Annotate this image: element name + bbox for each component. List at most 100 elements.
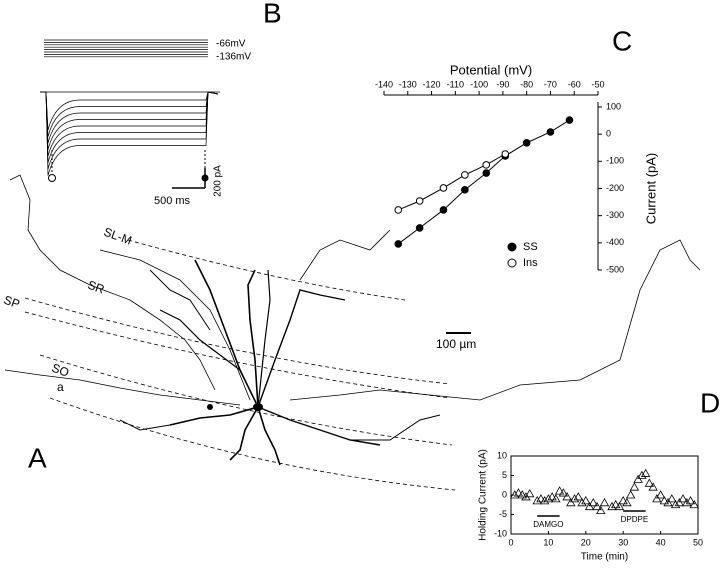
data-point bbox=[618, 496, 628, 505]
data-point bbox=[394, 240, 403, 248]
data-point bbox=[648, 482, 658, 491]
panel-label: A bbox=[28, 442, 47, 473]
x-tick-label: -110 bbox=[447, 79, 464, 89]
y-tick-label: 5 bbox=[502, 470, 507, 480]
data-point bbox=[558, 488, 569, 497]
data-point bbox=[670, 499, 681, 509]
y-tick-label: -200 bbox=[606, 183, 624, 193]
legend-label: Ins bbox=[523, 257, 538, 269]
data-point bbox=[689, 499, 699, 509]
y-tick-label: 0 bbox=[502, 489, 507, 499]
data-point bbox=[614, 501, 625, 511]
panel-label: C bbox=[612, 25, 632, 56]
y-axis-label: Current (pA) bbox=[643, 153, 658, 225]
x-axis-label: Potential (mV) bbox=[450, 62, 532, 77]
data-point bbox=[415, 224, 424, 232]
data-point bbox=[513, 488, 524, 497]
y-tick-label: -100 bbox=[606, 156, 624, 166]
data-point bbox=[629, 482, 640, 491]
x-tick-label: 10 bbox=[543, 537, 553, 547]
y-tick-label: -10 bbox=[494, 528, 507, 538]
y-tick-label: -300 bbox=[606, 210, 624, 220]
x-tick-label: 20 bbox=[581, 537, 591, 547]
data-point bbox=[569, 494, 580, 503]
x-tick-label: -130 bbox=[399, 79, 417, 89]
data-point bbox=[461, 186, 469, 194]
data-point bbox=[599, 497, 610, 507]
current-trace bbox=[40, 91, 219, 131]
drug-label: DPDPE bbox=[621, 515, 649, 524]
data-point bbox=[678, 494, 688, 503]
data-point bbox=[644, 478, 655, 487]
data-point bbox=[584, 501, 595, 511]
x-tick-label: -60 bbox=[568, 79, 581, 89]
data-point bbox=[565, 116, 574, 124]
layer-label: a bbox=[57, 380, 64, 394]
x-tick-label: -120 bbox=[423, 79, 441, 89]
data-point bbox=[554, 486, 565, 495]
data-point bbox=[607, 501, 617, 511]
x-axis-label: Time (min) bbox=[581, 552, 628, 563]
data-point bbox=[551, 494, 561, 503]
current-trace bbox=[40, 91, 219, 176]
data-point bbox=[682, 497, 692, 507]
data-point bbox=[482, 169, 491, 177]
data-point bbox=[573, 492, 584, 501]
data-point bbox=[415, 197, 424, 205]
legend-marker bbox=[507, 242, 517, 252]
x-tick-label: -70 bbox=[544, 79, 557, 89]
data-point bbox=[577, 497, 587, 507]
data-point bbox=[461, 171, 469, 179]
data-point bbox=[439, 206, 448, 214]
data-point bbox=[581, 496, 591, 505]
layer-label: SO bbox=[50, 361, 71, 380]
data-point bbox=[510, 490, 520, 499]
drug-label: DAMGO bbox=[533, 520, 563, 529]
data-point bbox=[532, 496, 542, 505]
data-point bbox=[640, 468, 651, 477]
y-tick-label: 100 bbox=[606, 101, 621, 111]
data-point bbox=[394, 206, 403, 214]
x-tick-label: -50 bbox=[591, 79, 604, 89]
current-trace bbox=[40, 91, 219, 150]
y-axis-label: Holding Current (pA) bbox=[478, 449, 489, 541]
y-tick-label: -400 bbox=[606, 237, 624, 247]
current-trace bbox=[40, 91, 219, 170]
panel-label: B bbox=[263, 0, 282, 28]
x-tick-label: -100 bbox=[470, 79, 488, 89]
data-point bbox=[439, 184, 448, 192]
neuron-drawing: SL-M SR SP SO a 100 µm bbox=[2, 174, 701, 491]
voltage-label: -136mV bbox=[216, 52, 251, 63]
panel-label: D bbox=[700, 387, 720, 418]
current-trace bbox=[40, 91, 219, 157]
data-point bbox=[517, 490, 527, 499]
layer-label: SL-M bbox=[102, 225, 134, 248]
y-tick-label: 10 bbox=[497, 450, 507, 460]
data-point bbox=[611, 499, 621, 509]
data-point bbox=[685, 496, 696, 505]
data-point bbox=[667, 494, 677, 503]
data-point bbox=[536, 494, 546, 503]
y-tick-label: -500 bbox=[606, 264, 624, 274]
data-point bbox=[546, 128, 555, 136]
series-line bbox=[397, 119, 570, 245]
data-point bbox=[622, 497, 632, 507]
x-tick-label: -80 bbox=[520, 79, 533, 89]
x-tick-label: -90 bbox=[496, 79, 509, 89]
current-trace bbox=[40, 91, 219, 137]
data-point bbox=[596, 505, 606, 514]
data-point bbox=[592, 501, 602, 511]
legend-label: SS bbox=[523, 241, 538, 253]
data-point bbox=[547, 492, 557, 501]
y-tick-label: 0 bbox=[606, 129, 611, 139]
scale-bar-label: 500 ms bbox=[154, 195, 191, 207]
legend-marker bbox=[507, 258, 517, 268]
data-point bbox=[625, 490, 636, 499]
data-point bbox=[655, 490, 666, 499]
layer-label: SP bbox=[2, 293, 22, 312]
x-tick-label: -140 bbox=[375, 79, 393, 89]
scale-bar-label: 200 pA bbox=[213, 165, 224, 197]
data-point bbox=[562, 492, 572, 501]
x-tick-label: 30 bbox=[618, 537, 628, 547]
